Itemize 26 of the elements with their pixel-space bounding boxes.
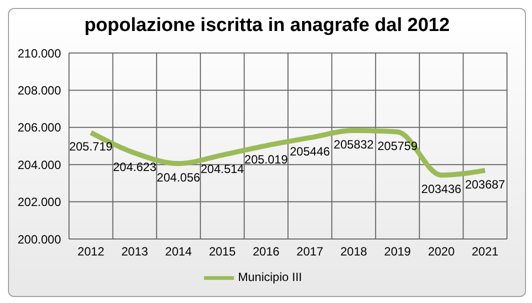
x-tick-label: 2013 <box>121 244 148 259</box>
x-tick-label: 2017 <box>296 244 324 259</box>
data-label: 204.514 <box>200 162 244 176</box>
y-tick-label: 200.000 <box>18 232 62 246</box>
data-label: 205832 <box>334 138 374 152</box>
x-tick-label: 2016 <box>252 244 280 259</box>
data-label: 205.019 <box>244 152 288 167</box>
y-tick-label: 202.000 <box>18 195 62 210</box>
y-tick-label: 206.000 <box>18 120 62 135</box>
data-label: 203436 <box>421 182 462 196</box>
x-tick-label: 2014 <box>165 244 192 259</box>
x-tick-label: 2012 <box>78 244 105 259</box>
x-tick-label: 2019 <box>384 244 412 259</box>
data-label: 205.719 <box>69 140 113 154</box>
y-tick-label: 208.000 <box>18 83 62 98</box>
x-tick-label: 2018 <box>340 244 368 259</box>
data-label: 204.056 <box>156 170 201 185</box>
x-tick-label: 2021 <box>472 244 499 259</box>
data-label: 205446 <box>290 144 330 159</box>
x-tick-label: 2015 <box>208 244 236 259</box>
y-tick-label: 204.000 <box>18 158 62 172</box>
data-label: 203687 <box>465 177 506 192</box>
legend-label: Municipio III <box>238 270 302 284</box>
y-tick-label: 210.000 <box>18 46 62 60</box>
chart-title: popolazione iscritta in anagrafe dal 2012 <box>83 15 451 38</box>
x-tick-label: 2020 <box>428 244 455 259</box>
